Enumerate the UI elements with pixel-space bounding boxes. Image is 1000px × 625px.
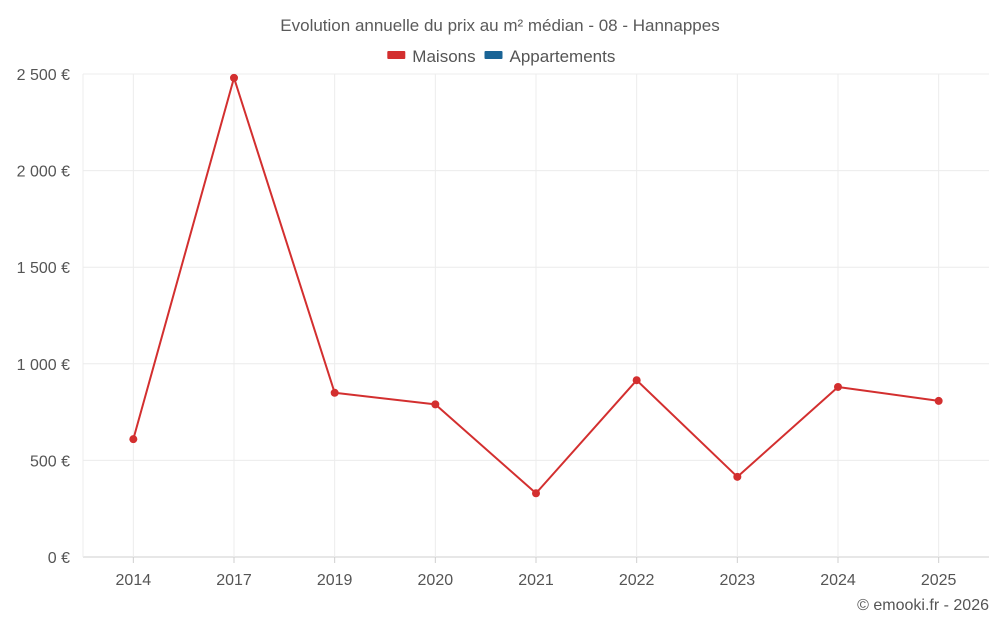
- chart-title: Evolution annuelle du prix au m² médian …: [280, 16, 719, 35]
- credit-text: © emooki.fr - 2026: [857, 597, 989, 614]
- x-tick-label: 2020: [418, 572, 454, 589]
- y-tick-label: 1 500 €: [17, 260, 70, 277]
- grid: [83, 73, 989, 558]
- y-tick-label: 2 500 €: [17, 67, 70, 84]
- x-tick-label: 2014: [116, 572, 152, 589]
- legend-label: Maisons: [412, 47, 475, 66]
- axes: 0 € 500 € 1 000 € 1 500 € 2 000 € 2 500 € 2014…: [17, 67, 957, 589]
- data-point[interactable]: [230, 73, 238, 82]
- legend: Maisons Appartements: [387, 47, 615, 66]
- legend-swatch: [387, 51, 406, 59]
- data-point[interactable]: [330, 388, 339, 397]
- data-point[interactable]: [129, 435, 138, 444]
- data-point[interactable]: [532, 489, 540, 498]
- y-tick-label: 0 €: [48, 550, 70, 567]
- x-tick-label: 2024: [820, 572, 856, 589]
- data-point[interactable]: [934, 396, 943, 405]
- y-tick-label: 500 €: [30, 453, 70, 470]
- x-tick-label: 2023: [720, 572, 756, 589]
- legend-swatch: [484, 51, 503, 59]
- x-tick-label: 2022: [619, 572, 655, 589]
- legend-item-appartements[interactable]: Appartements: [484, 47, 616, 66]
- data-point[interactable]: [431, 400, 440, 409]
- legend-label: Appartements: [510, 47, 616, 66]
- data-point[interactable]: [733, 472, 742, 481]
- y-tick-label: 1 000 €: [17, 357, 70, 374]
- y-tick-label: 2 000 €: [17, 164, 70, 181]
- series: [129, 73, 943, 498]
- x-tick-label: 2019: [317, 572, 353, 589]
- x-tick-label: 2017: [216, 572, 252, 589]
- data-point[interactable]: [632, 376, 641, 385]
- x-tick-label: 2021: [518, 572, 554, 589]
- legend-item-maisons[interactable]: Maisons: [387, 47, 476, 66]
- data-point[interactable]: [834, 382, 842, 391]
- x-tick-label: 2025: [921, 572, 957, 589]
